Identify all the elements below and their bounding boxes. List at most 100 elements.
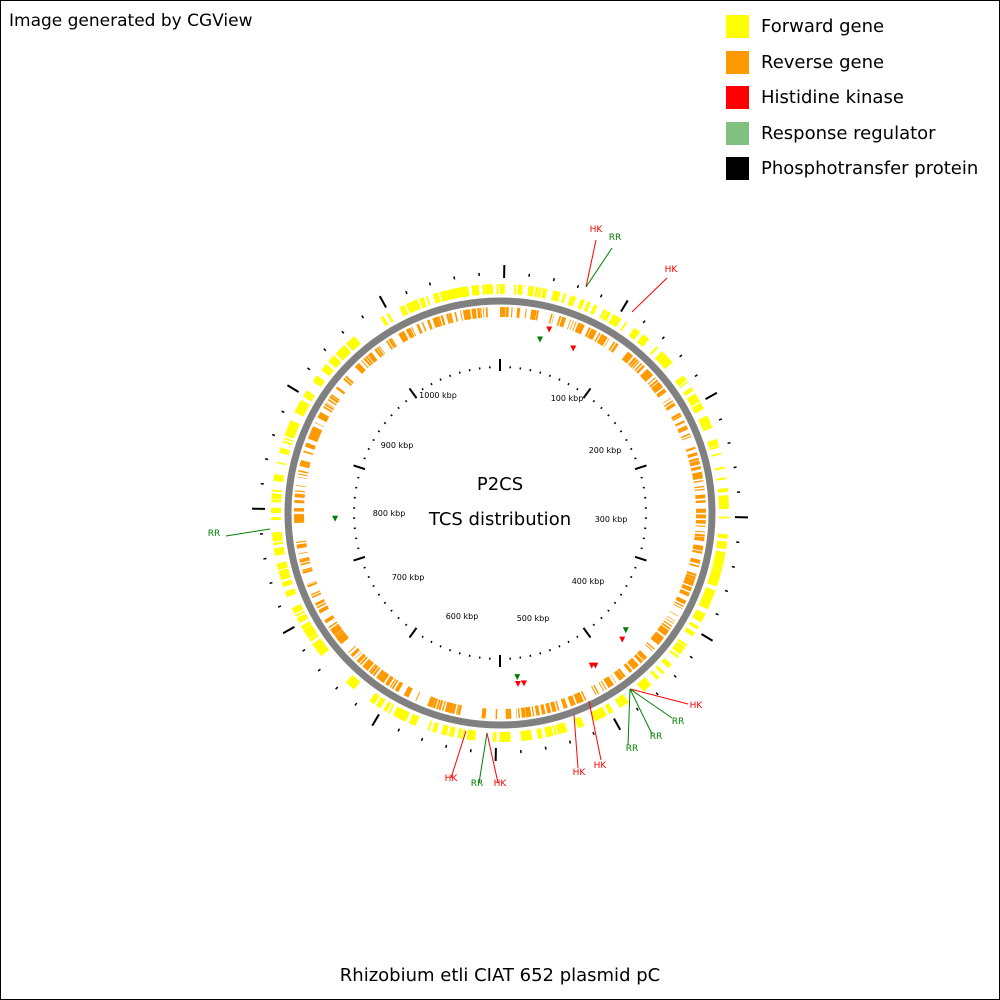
forward-gene-block: [279, 573, 291, 581]
forward-gene-block: [425, 295, 431, 306]
reverse-gene-block: [311, 427, 322, 435]
forward-gene-block: [717, 487, 729, 493]
ruler-label-300kbp: 300 kbp: [595, 515, 628, 524]
forward-gene-block: [576, 716, 585, 728]
reverse-gene-block: [482, 307, 485, 318]
reverse-gene-block: [314, 599, 326, 606]
reverse-gene-block: [535, 310, 540, 321]
reverse-gene-block: [432, 317, 440, 328]
forward-gene-block: [402, 304, 409, 315]
tcs-marker: [514, 674, 521, 681]
ruler-tick: [421, 387, 424, 391]
reverse-gene-block: [374, 348, 383, 358]
ruler-tick: [548, 648, 551, 652]
reverse-gene-block: [632, 360, 640, 370]
feature-label-hk: HK: [573, 768, 587, 778]
forward-gene-block: [448, 726, 456, 738]
outer-tick: [453, 276, 456, 280]
reverse-gene-block: [657, 627, 668, 636]
ruler-tick: [430, 382, 433, 386]
forward-gene-block: [492, 731, 497, 742]
forward-gene-block: [271, 493, 282, 500]
forward-gene-block: [552, 725, 557, 736]
legend-swatch-phosphotransfer-protein: [726, 157, 749, 181]
reverse-gene-block: [505, 307, 509, 318]
reverse-gene-block: [297, 476, 308, 479]
forward-gene-block: [555, 723, 564, 735]
reverse-gene-block: [372, 667, 381, 677]
reverse-gene-block: [540, 704, 546, 715]
ruler-label-500kbp: 500 kbp: [517, 614, 550, 623]
leader-line: [573, 714, 579, 769]
legend-label: Phosphotransfer protein: [761, 158, 979, 180]
outer-tick: [428, 282, 432, 286]
feature-label-rr: RR: [609, 233, 622, 243]
feature-label-hk: HK: [445, 774, 459, 784]
ruler-label-900kbp: 900 kbp: [381, 441, 414, 450]
legend-swatch-forward-gene: [726, 15, 749, 39]
forward-gene-block: [718, 516, 729, 519]
reverse-gene-block: [389, 678, 397, 688]
plasmid-caption: Rhizobium etli CIAT 652 plasmid pC: [339, 965, 661, 986]
forward-gene-block: [338, 346, 350, 359]
reverse-gene-block: [689, 557, 701, 564]
forward-gene-block: [328, 357, 339, 369]
reverse-gene-block: [436, 699, 441, 710]
forward-gene-block: [716, 477, 727, 481]
reverse-gene-block: [666, 615, 676, 622]
reverse-gene-block: [376, 669, 385, 680]
forward-gene-block: [718, 498, 729, 503]
outer-tick: [286, 384, 300, 393]
forward-gene-block: [466, 729, 473, 741]
reverse-gene-block: [610, 674, 617, 684]
reverse-gene-block: [651, 633, 663, 644]
forward-gene-block: [675, 641, 686, 651]
forward-gene-block: [611, 315, 622, 328]
reverse-gene-block: [656, 388, 667, 398]
reverse-gene-block: [455, 704, 460, 715]
reverse-gene-block: [693, 480, 704, 483]
forward-gene-block: [527, 285, 535, 297]
forward-gene-block: [604, 703, 614, 715]
ruler-tick: [576, 635, 579, 639]
forward-gene-block: [278, 568, 290, 577]
reverse-gene-block: [295, 490, 306, 493]
forward-gene-block: [544, 726, 550, 738]
reverse-gene-block: [300, 561, 311, 566]
ruler-tick: [439, 645, 442, 648]
forward-gene-block: [375, 697, 386, 709]
reverse-gene-block: [672, 415, 682, 422]
feature-label-hk: HK: [665, 265, 679, 275]
reverse-gene-block: [510, 307, 513, 318]
forward-gene-block: [386, 312, 394, 323]
reverse-gene-block: [403, 686, 411, 697]
reverse-gene-block: [339, 635, 349, 645]
forward-gene-block: [641, 677, 652, 688]
outer-tick: [445, 744, 448, 748]
outer-tick: [361, 315, 365, 319]
ruler-tick: [372, 584, 375, 588]
ruler-label-200kbp: 200 kbp: [589, 446, 622, 455]
feature-leader-lines: [225, 239, 689, 784]
reverse-gene-block: [356, 653, 366, 664]
reverse-gene-block: [394, 681, 404, 693]
feature-label-rr: RR: [208, 529, 221, 539]
reverse-gene-block: [376, 669, 383, 678]
forward-gene-block: [679, 381, 689, 389]
legend-label: Reverse gene: [761, 51, 885, 73]
forward-gene-block: [690, 399, 700, 407]
feature-label-rr: RR: [650, 732, 663, 742]
outer-tick: [576, 284, 580, 289]
forward-gene-block: [314, 641, 325, 651]
legend-swatch-histidine-kinase: [726, 86, 749, 110]
tcs-marker: [619, 636, 626, 643]
outer-tick: [271, 433, 276, 437]
forward-gene-block: [304, 390, 316, 399]
ruler-tick: [634, 464, 647, 471]
forward-gene-block: [443, 290, 449, 301]
reverse-gene-block: [328, 621, 338, 629]
forward-gene-block: [713, 557, 725, 564]
reverse-gene-block: [426, 319, 433, 330]
reverse-gene-block: [684, 576, 696, 583]
leader-line: [450, 730, 467, 779]
